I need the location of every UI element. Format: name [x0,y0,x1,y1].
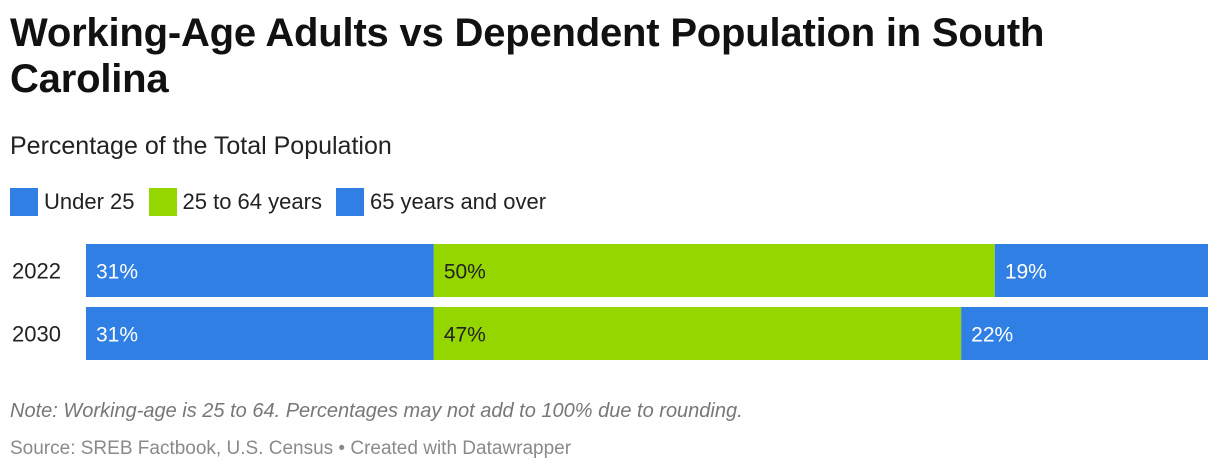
chart-source: Source: SREB Factbook, U.S. Census • Cre… [10,438,572,459]
legend-item: 25 to 64 years [148,188,322,216]
data-label: 19% [1005,261,1047,284]
category-label: 2030 [12,322,61,347]
legend-item: Under 25 [10,188,135,216]
legend-swatch [335,188,364,216]
bar-segment [86,307,434,360]
data-label: 31% [96,324,138,347]
bar-segment [433,307,962,360]
stacked-bar-chart: 2022 31% 50% 19% 2030 31% 47% 22% [12,244,1208,360]
legend-label: Under 25 [44,189,135,214]
bar-segment [994,244,1208,297]
chart-subtitle: Percentage of the Total Population [10,132,392,160]
legend-item: 65 years and over [335,188,547,216]
data-label: 50% [444,261,486,284]
legend: Under 25 25 to 64 years 65 years and over [10,187,560,217]
data-label: 22% [971,324,1013,347]
category-label: 2022 [12,259,61,284]
data-label: 47% [444,324,486,347]
chart-title: Working-Age Adults vs Dependent Populati… [10,11,1045,101]
bar-segment [961,307,1208,360]
legend-label: 65 years and over [369,189,547,214]
legend-label: 25 to 64 years [182,189,322,214]
legend-swatch [10,188,38,216]
legend-swatch [148,188,177,216]
data-label: 31% [96,261,138,284]
bar-segment [86,244,434,297]
bar-segment [433,244,995,297]
chart-note: Note: Working-age is 25 to 64. Percentag… [10,400,743,422]
